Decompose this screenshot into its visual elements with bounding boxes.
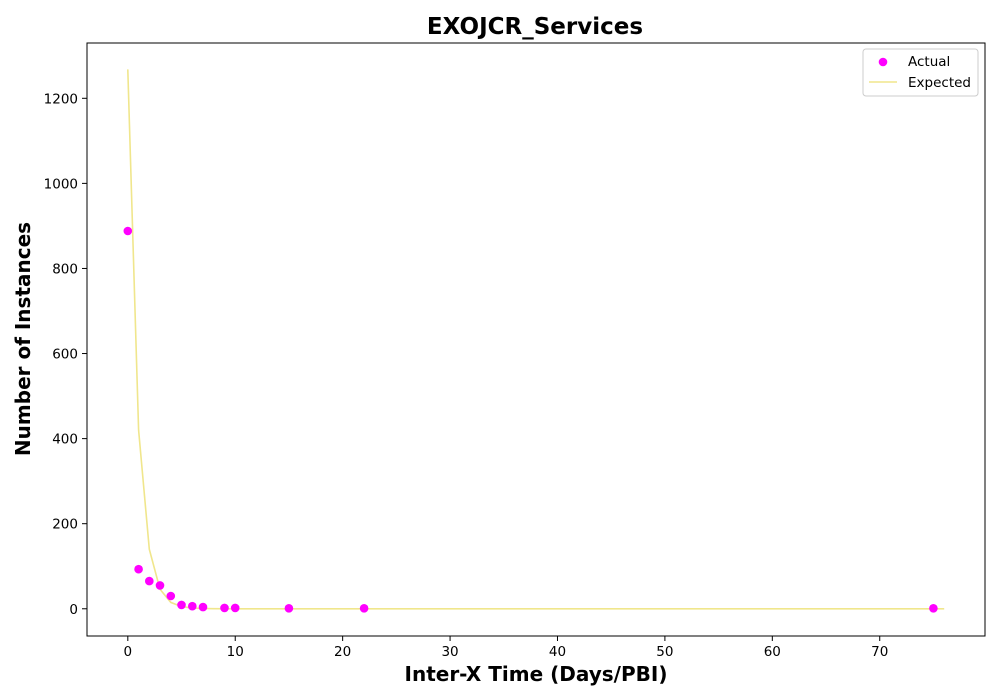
x-axis-label: Inter-X Time (Days/PBI) [405,662,668,686]
actual-data-point [198,602,208,612]
x-tick-label: 50 [656,644,673,660]
expected-series-line [127,69,945,610]
y-tick-label: 1200 [44,91,78,107]
plot-frame [86,42,986,637]
x-tick-label: 10 [227,644,244,660]
y-tick-label: 600 [52,347,78,363]
actual-data-point [188,601,197,611]
actual-data-point [220,603,229,613]
y-tick-label: 800 [52,261,78,277]
y-tick-label: 400 [52,432,78,448]
x-axis: 0 10 20 30 40 50 60 70 [124,636,888,660]
legend-actual-label: Actual [908,54,950,70]
actual-data-point [929,604,938,613]
y-tick-label: 200 [52,517,78,533]
legend-box [862,48,979,97]
y-axis-label: Number of Instances [11,222,35,456]
legend: Actual Expected [862,48,979,97]
actual-data-point [166,591,176,601]
legend-actual-marker [878,57,888,67]
x-tick-label: 70 [871,644,888,660]
plot-area [123,69,945,613]
x-tick-label: 60 [764,644,781,660]
actual-data-point [155,581,165,590]
x-tick-label: 30 [441,644,458,660]
actual-data-point [123,226,133,236]
legend-expected-label: Expected [908,75,971,91]
x-tick-label: 40 [549,644,566,660]
y-axis: 0 200 400 600 800 1000 1200 [44,91,87,618]
actual-data-point [134,564,143,574]
actual-data-point [284,604,294,613]
y-tick-label: 0 [69,602,78,618]
actual-data-point [230,603,240,613]
y-tick-label: 1000 [44,176,78,192]
chart-title: EXOJCR_Services [427,14,643,40]
x-tick-label: 20 [334,644,351,660]
actual-data-point [177,600,186,610]
x-tick-label: 0 [124,644,133,660]
actual-data-point [359,604,369,613]
actual-data-point [145,576,154,586]
